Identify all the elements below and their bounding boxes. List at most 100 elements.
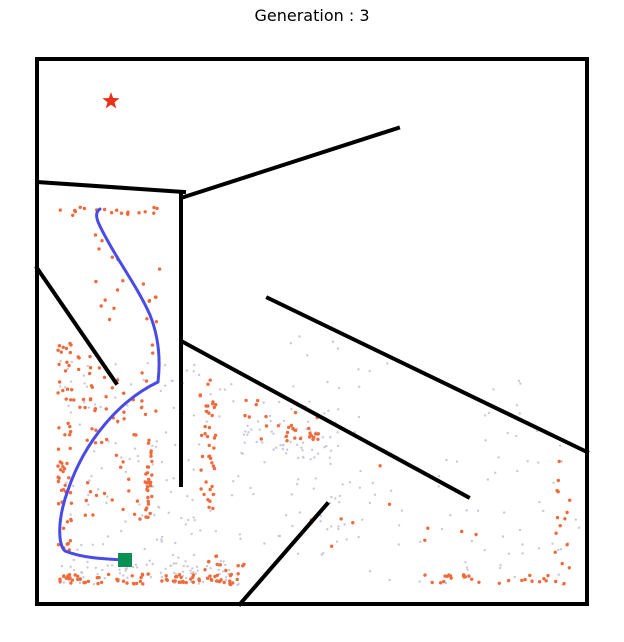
- elite-point-45: [65, 461, 69, 466]
- archive-point-339: [577, 526, 581, 529]
- wall-left-diagonal: [34, 265, 119, 386]
- archive-point-117: [80, 543, 83, 547]
- elite-point-385: [88, 354, 92, 359]
- archive-point-259: [275, 446, 278, 449]
- elite-point-116: [106, 572, 111, 577]
- archive-point-93: [164, 431, 168, 434]
- elite-point-344: [556, 478, 560, 483]
- archive-point-400: [357, 368, 360, 371]
- elite-point-125: [146, 572, 150, 576]
- archive-point-301: [246, 433, 249, 436]
- archive-point-184: [160, 540, 163, 543]
- archive-point-254: [252, 492, 255, 496]
- elite-point-279: [154, 409, 158, 413]
- elite-point-285: [264, 414, 268, 419]
- elite-point-78: [70, 578, 75, 582]
- archive-point-94: [163, 364, 167, 367]
- archive-point-81: [189, 569, 192, 572]
- elite-point-233: [132, 512, 137, 516]
- elite-point-401: [90, 385, 95, 389]
- elite-point-76: [69, 517, 73, 522]
- archive-point-160: [155, 538, 159, 541]
- archive-point-51: [60, 565, 64, 568]
- elite-point-377: [214, 554, 219, 558]
- elite-point-304: [316, 432, 320, 436]
- elite-point-394: [77, 356, 81, 360]
- archive-point-335: [440, 527, 444, 531]
- elite-point-335: [520, 578, 524, 583]
- elite-point-378: [219, 578, 223, 582]
- elite-point-146: [209, 577, 213, 582]
- archive-point-38: [164, 567, 167, 570]
- archive-point-345: [437, 475, 441, 478]
- elite-point-369: [228, 582, 233, 587]
- elite-point-202: [210, 484, 214, 489]
- archive-point-381: [515, 434, 518, 438]
- archive-point-67: [184, 576, 188, 580]
- archive-point-148: [133, 447, 137, 450]
- elite-point-345: [567, 566, 571, 570]
- elite-point-175: [147, 438, 151, 442]
- archive-point-249: [348, 481, 352, 484]
- archive-point-197: [71, 484, 75, 488]
- elite-point-152: [150, 473, 154, 477]
- archive-point-199: [160, 461, 164, 464]
- archive-point-270: [298, 511, 301, 514]
- elite-point-73: [68, 424, 72, 429]
- elite-point-220: [104, 407, 108, 411]
- elite-point-193: [199, 487, 203, 491]
- elite-point-373: [203, 568, 207, 572]
- archive-point-25: [124, 567, 128, 570]
- elite-point-68: [68, 350, 73, 355]
- archive-point-65: [96, 572, 99, 576]
- elite-point-386: [72, 398, 76, 402]
- archive-point-68: [148, 559, 151, 562]
- archive-point-36: [227, 568, 231, 572]
- archive-point-208: [277, 400, 281, 404]
- archive-point-115: [67, 404, 70, 408]
- archive-point-319: [256, 420, 260, 423]
- elite-point-300: [293, 410, 298, 415]
- archive-point-50: [195, 565, 199, 569]
- elite-point-243: [105, 437, 109, 442]
- elite-point-308: [312, 435, 316, 440]
- archive-point-402: [298, 335, 301, 338]
- archive-point-151: [154, 445, 158, 448]
- elite-point-77: [65, 542, 69, 546]
- archive-point-114: [114, 442, 117, 445]
- archive-point-386: [518, 412, 521, 415]
- archive-point-159: [114, 363, 117, 366]
- archive-point-28: [131, 565, 135, 569]
- elite-point-228: [122, 417, 126, 421]
- archive-point-104: [160, 538, 163, 541]
- elite-point-264: [97, 247, 101, 251]
- elite-point-174: [147, 477, 151, 482]
- elite-point-169: [144, 472, 148, 476]
- archive-point-261: [263, 461, 266, 464]
- archive-point-194: [78, 423, 82, 426]
- elite-point-34: [57, 362, 61, 367]
- elite-point-99: [83, 580, 88, 585]
- elite-point-6: [155, 206, 159, 211]
- archive-point-234: [329, 462, 332, 466]
- archive-point-39: [118, 568, 121, 571]
- archive-point-42: [72, 569, 76, 572]
- elite-point-225: [121, 460, 125, 464]
- elite-point-211: [207, 411, 211, 415]
- archive-point-275: [335, 540, 339, 543]
- elite-point-187: [211, 492, 215, 497]
- archive-point-262: [214, 530, 218, 533]
- elite-point-274: [157, 267, 162, 271]
- archive-point-55: [182, 564, 185, 568]
- elite-point-358: [378, 464, 382, 468]
- archive-point-189: [69, 411, 73, 414]
- elite-point-341: [461, 574, 466, 578]
- archive-point-265: [268, 414, 272, 418]
- archive-point-34: [173, 571, 176, 575]
- archive-point-371: [521, 552, 524, 555]
- archive-point-236: [205, 420, 208, 423]
- archive-point-218: [357, 415, 361, 419]
- archive-point-212: [218, 388, 222, 391]
- archive-point-138: [120, 456, 123, 459]
